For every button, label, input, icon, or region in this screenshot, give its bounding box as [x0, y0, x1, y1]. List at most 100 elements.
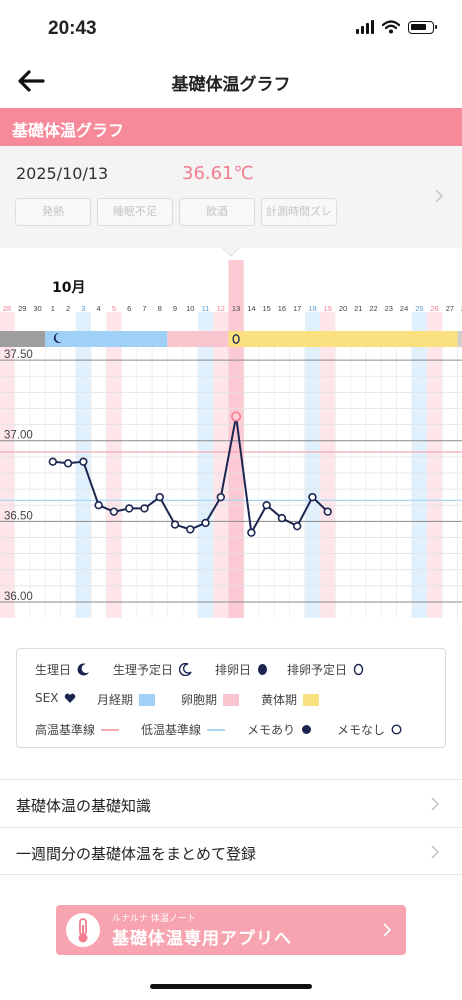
temperature-point	[277, 513, 287, 523]
link-bbt-basics-label: 基礎体温の基礎知識	[16, 797, 152, 815]
moon-outline-icon	[179, 663, 192, 676]
legend-menstrual-label: 月経期	[97, 693, 134, 707]
day-tick-label: 14	[247, 304, 255, 313]
legend-follicular-label: 卵胞期	[181, 693, 218, 707]
temperature-point	[170, 520, 180, 529]
ovulation-outline-icon	[353, 663, 364, 676]
phase-bar-segment	[0, 331, 46, 347]
chevron-right-icon	[383, 923, 392, 937]
legend-memo-yes-label: メモあり	[247, 723, 296, 737]
legend-low-baseline: 低温基準線	[141, 721, 226, 738]
day-tick-label: 24	[400, 304, 408, 313]
day-tick-label: 10	[186, 304, 194, 313]
follicular-swatch	[223, 693, 240, 706]
day-tick-label: 15	[262, 304, 270, 313]
chevron-right-icon	[431, 797, 440, 811]
legend-ovulation-label: 排卵日	[215, 663, 252, 677]
day-tick-label: 4	[97, 304, 101, 313]
weekend-column	[427, 312, 443, 618]
selected-day-column	[228, 260, 244, 618]
ovulation-filled-icon	[258, 664, 268, 675]
selected-day-card[interactable]: 2025/10/13 36.61℃ 発熱 睡眠不足 飲酒 計測時間ズレ	[0, 146, 462, 248]
day-tick-label: 29	[18, 304, 26, 313]
temperature-point	[216, 492, 226, 502]
temperature-point	[262, 501, 271, 510]
temperature-point	[323, 507, 332, 516]
y-tick-label: 37.50	[4, 349, 33, 361]
temperature-point	[124, 504, 134, 513]
weekend-column	[197, 312, 214, 618]
legend-memo-no-label: メモなし	[337, 723, 386, 737]
day-tick-label: 8	[158, 304, 162, 313]
day-tick-label: 20	[339, 304, 347, 313]
weekend-column	[411, 312, 427, 618]
temperature-point	[48, 457, 58, 466]
battery-icon	[408, 21, 437, 34]
heart-icon	[65, 693, 76, 703]
day-tick-label: 2	[66, 304, 70, 313]
day-tick-label: 19	[324, 304, 332, 313]
weekend-column	[320, 312, 336, 618]
month-label: 10月	[52, 280, 85, 296]
phase-bar-segment	[457, 331, 462, 347]
day-tick-label: 28	[3, 304, 11, 313]
status-bar: 20:43	[0, 0, 462, 56]
link-bulk-register-label: 一週間分の基礎体温をまとめて登録	[16, 845, 257, 863]
temperature-point	[109, 507, 119, 516]
legend-sex: SEX	[35, 691, 76, 705]
tag-drinking[interactable]: 飲酒	[179, 198, 255, 226]
selection-pointer	[222, 246, 240, 257]
day-tick-label: 18	[308, 304, 316, 313]
selected-date: 2025/10/13	[16, 164, 109, 183]
tag-fever[interactable]: 発熱	[15, 198, 91, 226]
phase-bar-segment	[228, 331, 458, 347]
weekend-column	[213, 312, 229, 618]
day-tick-label: 7	[142, 304, 146, 313]
legend-period-expected-label: 生理予定日	[113, 663, 174, 677]
legend-period-label: 生理日	[35, 663, 72, 677]
day-tick-label: 26	[430, 304, 438, 313]
moon-icon	[53, 333, 62, 343]
link-bulk-register-week[interactable]: 一週間分の基礎体温をまとめて登録	[0, 827, 462, 875]
legend-ovulation-expected-label: 排卵予定日	[287, 663, 348, 677]
y-tick-label: 36.00	[4, 591, 33, 603]
home-indicator	[150, 984, 312, 989]
temperature-line	[52, 416, 329, 536]
thermometer-icon	[66, 913, 100, 947]
link-bbt-basics[interactable]: 基礎体温の基礎知識	[0, 779, 462, 827]
legend-memo-no: メモなし	[337, 721, 402, 738]
tag-measure-time-off[interactable]: 計測時間ズレ	[261, 198, 337, 226]
temperature-point	[308, 492, 317, 502]
day-tick-label: 16	[278, 304, 286, 313]
day-tick-label: 21	[354, 304, 362, 313]
tag-lack-of-sleep[interactable]: 睡眠不足	[97, 198, 173, 226]
weekend-column	[106, 312, 122, 618]
temperature-point	[292, 521, 302, 531]
legend-memo-yes: メモあり	[247, 721, 312, 738]
day-tick-label: 9	[173, 304, 177, 313]
memo-empty-dot-icon	[391, 724, 402, 735]
temperature-point	[155, 492, 164, 502]
app-promo-banner[interactable]: ルナルナ 体温ノート 基礎体温専用アプリへ	[56, 905, 406, 955]
day-tick-label: 30	[33, 304, 41, 313]
day-tick-label: 23	[385, 304, 393, 313]
phase-bar-segment	[167, 331, 229, 347]
day-tick-label: 11	[202, 304, 210, 313]
day-tick-label: 17	[293, 304, 301, 313]
back-arrow-icon[interactable]	[16, 68, 46, 94]
chevron-right-icon[interactable]	[434, 188, 444, 204]
day-tick-label: 25	[415, 304, 423, 313]
temperature-point	[231, 411, 242, 422]
day-tick-label: 22	[369, 304, 377, 313]
condition-tags: 発熱 睡眠不足 飲酒 計測時間ズレ	[15, 198, 337, 226]
banner-subtitle: ルナルナ 体温ノート	[112, 914, 196, 924]
temperature-point	[79, 457, 88, 466]
legend-low-baseline-label: 低温基準線	[141, 723, 202, 737]
ovulation-expected-icon	[232, 334, 240, 344]
chart-legend: 生理日 生理予定日 排卵日 排卵予定日 SEX 月経期 卵胞期 黄体期 高温基準…	[16, 648, 446, 748]
temperature-point	[94, 501, 103, 510]
moon-filled-icon	[77, 663, 90, 676]
legend-sex-label: SEX	[35, 691, 59, 705]
day-tick-label: 12	[217, 304, 225, 313]
